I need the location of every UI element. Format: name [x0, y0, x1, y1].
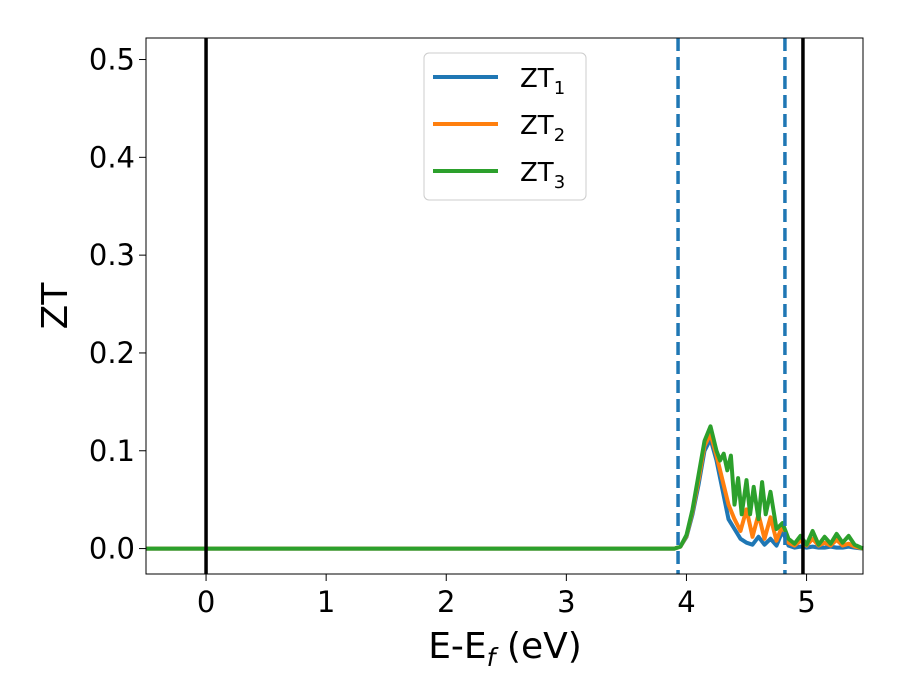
y-tick-label: 0.4: [89, 140, 135, 174]
y-axis-label: ZT: [35, 282, 76, 330]
series-line-3: [146, 424, 864, 551]
x-axis: 0 1 2 3 4 5: [197, 574, 816, 619]
x-tick-label: 2: [437, 585, 455, 619]
x-axis-label: E-Ef (eV): [428, 626, 582, 672]
x-tick-label: 1: [317, 585, 335, 619]
y-tick-label: 0.3: [89, 238, 135, 272]
x-tick-label: 3: [557, 585, 575, 619]
legend-label-1: ZT1: [520, 64, 565, 99]
vline-layer: [204, 38, 805, 574]
y-tick-label: 0.1: [89, 434, 135, 468]
x-axis-label-tail: (eV): [495, 626, 581, 667]
legend: ZT1 ZT2 ZT3: [423, 52, 587, 201]
x-tick-label: 4: [677, 585, 695, 619]
legend-label-2: ZT2: [520, 111, 565, 146]
x-tick-label: 5: [797, 585, 815, 619]
y-tick-label: 0.0: [89, 532, 135, 566]
legend-box: [423, 52, 587, 201]
series-layer: [146, 424, 864, 551]
x-tick-label: 0: [197, 585, 215, 619]
y-axis: 0.0 0.1 0.2 0.3 0.4 0.5: [89, 43, 146, 566]
plot-frame: [145, 37, 864, 575]
legend-label-3: ZT3: [520, 158, 565, 193]
y-tick-label: 0.5: [89, 43, 135, 77]
y-tick-label: 0.2: [89, 336, 135, 370]
x-axis-label-main: E-E: [428, 626, 486, 667]
